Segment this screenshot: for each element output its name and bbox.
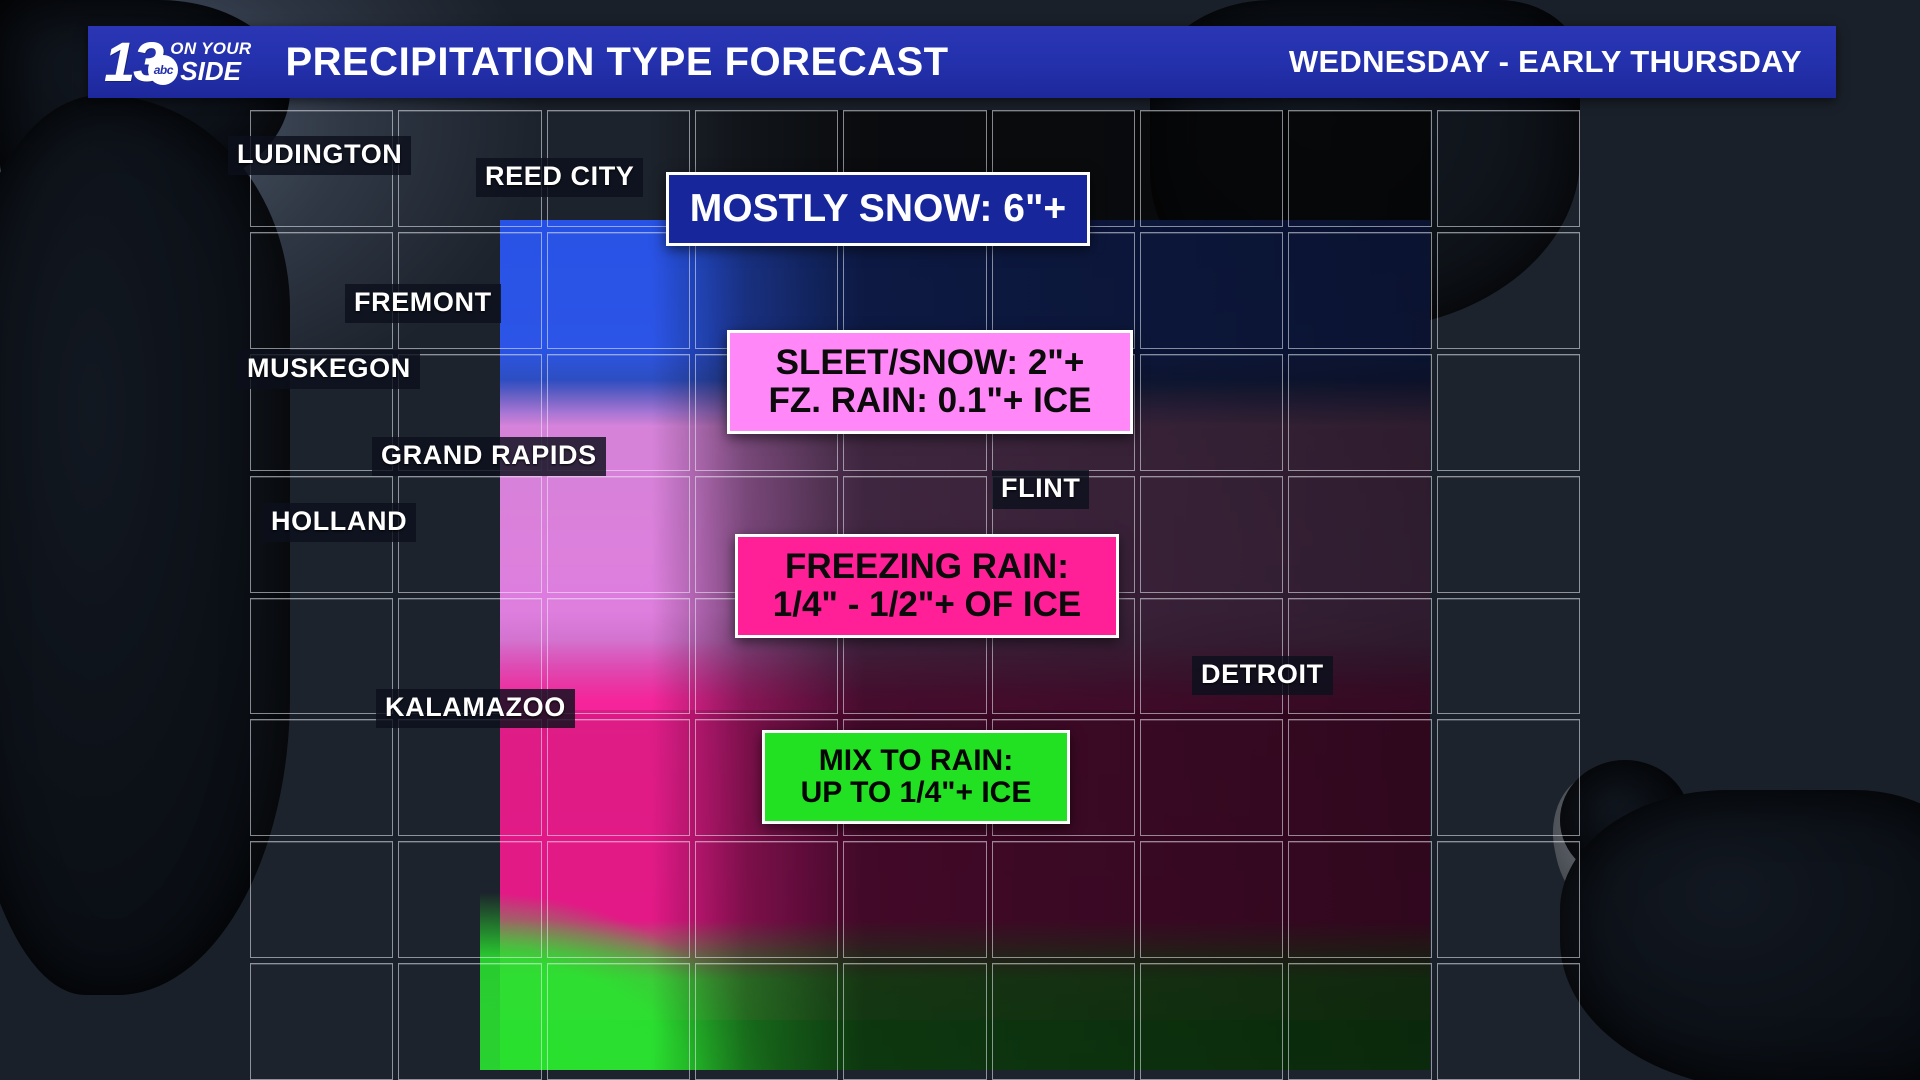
county-cell (1139, 963, 1284, 1080)
county-cell (1288, 597, 1432, 715)
county-cell (546, 841, 690, 959)
county-cell (1288, 963, 1432, 1080)
precipitation-overlay (250, 110, 1430, 1070)
county-cell (1288, 475, 1432, 593)
legend-freezing-rain: FREEZING RAIN: 1/4" - 1/2"+ OF ICE (735, 534, 1119, 638)
city-label-grand-rapids: GRAND RAPIDS (372, 437, 606, 476)
logo-side-row: abc SIDE (148, 55, 251, 86)
county-cell (1139, 353, 1284, 471)
legend-sleet-snow: SLEET/SNOW: 2"+ FZ. RAIN: 0.1"+ ICE (727, 330, 1133, 434)
county-cell (398, 719, 542, 837)
city-label-detroit: DETROIT (1192, 656, 1333, 695)
county-cell (1139, 110, 1284, 227)
legend-mix-to-rain-line1: MIX TO RAIN: (818, 743, 1014, 777)
abc-network-label: abc (153, 63, 174, 77)
county-cell (1139, 231, 1284, 349)
county-cell (398, 841, 542, 959)
county-cell (398, 475, 542, 593)
city-label-kalamazoo: KALAMAZOO (376, 689, 575, 728)
county-cell (1436, 963, 1580, 1080)
county-cell (1139, 841, 1284, 959)
county-cell (546, 597, 690, 715)
city-label-reed-city: REED CITY (476, 158, 644, 197)
county-cell (1436, 110, 1580, 227)
county-cell (991, 841, 1135, 959)
city-label-holland: HOLLAND (262, 503, 417, 542)
legend-sleet-snow-line1: SLEET/SNOW: 2"+ (775, 343, 1085, 383)
county-cell (991, 963, 1135, 1080)
logo-side-text: SIDE (180, 56, 241, 86)
city-label-fremont: FREMONT (345, 284, 501, 323)
county-cell (546, 353, 690, 471)
city-label-ludington: LUDINGTON (228, 136, 412, 175)
county-cell (398, 963, 542, 1080)
county-cell (843, 841, 987, 959)
county-cell (1436, 475, 1580, 593)
county-cell (250, 963, 394, 1080)
legend-freezing-rain-line2: 1/4" - 1/2"+ OF ICE (772, 585, 1082, 624)
abc-network-icon: abc (148, 55, 179, 85)
station-logo: 13 ON YOUR abc SIDE (88, 26, 259, 98)
county-cell (1436, 841, 1580, 959)
county-cell (1436, 719, 1580, 837)
county-cell (1139, 475, 1284, 593)
county-cell (1288, 353, 1432, 471)
county-cell (1436, 597, 1580, 715)
legend-mix-to-rain: MIX TO RAIN: UP TO 1/4"+ ICE (762, 730, 1070, 824)
county-cell (250, 597, 394, 715)
county-cell (1288, 719, 1432, 837)
county-cell (1288, 841, 1432, 959)
county-cell (546, 963, 690, 1080)
legend-freezing-rain-line1: FREEZING RAIN: (785, 547, 1069, 587)
county-cell (1288, 110, 1432, 227)
page-title: PRECIPITATION TYPE FORECAST (285, 39, 949, 84)
county-cell (546, 231, 690, 349)
county-cell (1436, 231, 1580, 349)
city-label-muskegon: MUSKEGON (238, 350, 420, 389)
county-cell (1288, 231, 1432, 349)
county-cell (1139, 719, 1284, 837)
legend-mostly-snow: MOSTLY SNOW: 6"+ (666, 172, 1090, 246)
county-cell (546, 719, 690, 837)
county-cell (250, 841, 394, 959)
county-cell (1139, 597, 1284, 715)
county-cell (250, 719, 394, 837)
header-bar: 13 ON YOUR abc SIDE PRECIPITATION TYPE F… (88, 26, 1836, 98)
county-cell (1436, 353, 1580, 471)
legend-sleet-snow-line2: FZ. RAIN: 0.1"+ ICE (768, 381, 1092, 420)
lake-erie-water (1560, 790, 1920, 1080)
county-cell (546, 475, 690, 593)
city-label-flint: FLINT (992, 470, 1090, 509)
county-cell (694, 841, 839, 959)
legend-mostly-snow-line1: MOSTLY SNOW: 6"+ (689, 186, 1067, 230)
logo-on-your-text: ON YOUR (170, 39, 252, 58)
county-cell (694, 963, 839, 1080)
legend-mix-to-rain-line2: UP TO 1/4"+ ICE (800, 776, 1032, 809)
forecast-date-range: WEDNESDAY - EARLY THURSDAY (1288, 44, 1802, 79)
lake-michigan-water (0, 95, 290, 995)
logo-text-group: ON YOUR abc SIDE (148, 39, 252, 86)
county-cell (843, 963, 987, 1080)
